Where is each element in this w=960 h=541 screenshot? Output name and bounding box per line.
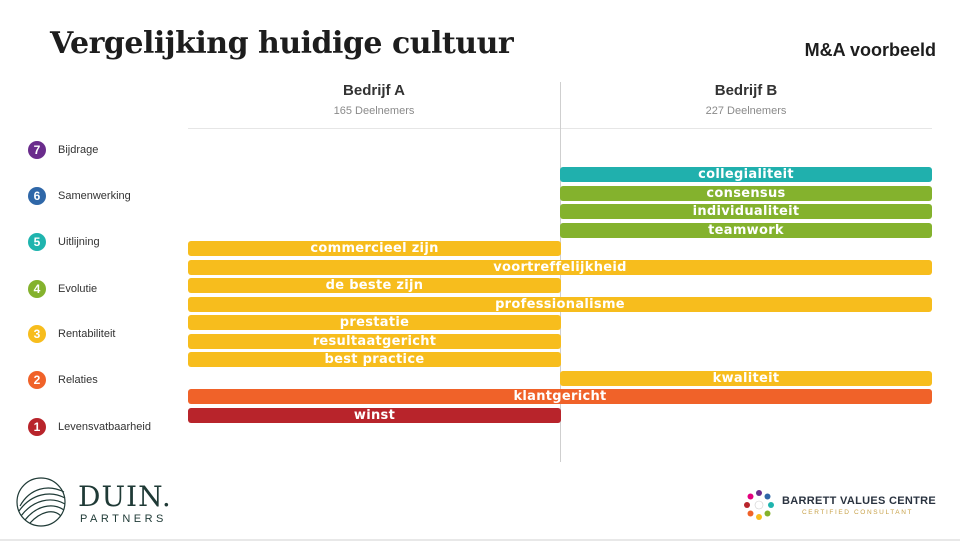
duin-partners-logo: DUIN. PARTNERS xyxy=(14,474,194,530)
value-bar-prestatie: prestatie xyxy=(188,315,561,330)
value-bar-professionalisme: professionalisme xyxy=(188,296,932,312)
level-number-badge: 2 xyxy=(28,371,46,389)
level-3: 3 Rentabiliteit xyxy=(28,325,115,343)
column-b-count: 227 Deelnemers xyxy=(705,105,787,117)
barrett-sub: CERTIFIED CONSULTANT xyxy=(802,509,914,516)
example-tag: M&A voorbeeld xyxy=(804,40,936,60)
level-label: Uitlijning xyxy=(58,236,100,248)
level-6: 6 Samenwerking xyxy=(28,187,131,205)
column-header-a: Bedrijf A 165 Deelnemers xyxy=(224,82,524,117)
value-bar-resultaatgericht: resultaatgericht xyxy=(188,333,561,349)
column-a-name: Bedrijf A xyxy=(343,82,405,99)
value-bar-teamwork: teamwork xyxy=(560,222,932,238)
page-title: Vergelijking huidige cultuur xyxy=(50,26,514,61)
level-2: 2 Relaties xyxy=(28,371,98,389)
level-7: 7 Bijdrage xyxy=(28,141,98,159)
level-label: Bijdrage xyxy=(58,144,99,156)
value-bar-commercieel-zijn: commercieel zijn xyxy=(188,241,561,256)
value-bar-de-beste-zijn: de beste zijn xyxy=(188,278,561,293)
column-a-count: 165 Deelnemers xyxy=(333,105,415,117)
level-label: Rentabiliteit xyxy=(58,328,116,340)
level-label: Samenwerking xyxy=(58,190,131,202)
duin-name: DUIN. xyxy=(78,480,172,513)
level-number-badge: 6 xyxy=(28,187,46,205)
barrett-logo: BARRETT VALUES CENTRE CERTIFIED CONSULTA… xyxy=(742,488,942,524)
level-1: 1 Levensvatbaarheid xyxy=(28,418,151,436)
level-number-badge: 5 xyxy=(28,233,46,251)
level-number-badge: 4 xyxy=(28,280,46,298)
duin-sub: PARTNERS xyxy=(80,513,167,525)
level-4: 4 Evolutie xyxy=(28,280,97,298)
column-b-name: Bedrijf B xyxy=(714,82,778,99)
value-bar-collegialiteit: collegialiteit xyxy=(560,167,932,182)
column-header-b: Bedrijf B 227 Deelnemers xyxy=(596,82,896,117)
level-5: 5 Uitlijning xyxy=(28,233,100,251)
duin-waves-icon xyxy=(16,477,66,527)
level-label: Levensvatbaarheid xyxy=(58,421,151,433)
level-label: Relaties xyxy=(58,374,98,386)
value-bar-consensus: consensus xyxy=(560,185,932,201)
level-number-badge: 3 xyxy=(28,325,46,343)
barrett-name: BARRETT VALUES CENTRE xyxy=(782,495,936,507)
value-bar-voortreffelijkheid: voortreffelijkheid xyxy=(188,259,932,275)
value-bar-best-practice: best practice xyxy=(188,352,561,367)
level-label: Evolutie xyxy=(58,283,98,295)
value-bar-klantgericht: klantgericht xyxy=(188,389,932,404)
level-number-badge: 1 xyxy=(28,418,46,436)
footer-divider xyxy=(0,539,960,541)
barrett-flower-icon xyxy=(744,490,774,520)
value-bar-winst: winst xyxy=(188,407,561,423)
value-bar-individualiteit: individualiteit xyxy=(560,204,932,219)
level-number-badge: 7 xyxy=(28,141,46,159)
value-bar-kwaliteit: kwaliteit xyxy=(560,370,932,386)
